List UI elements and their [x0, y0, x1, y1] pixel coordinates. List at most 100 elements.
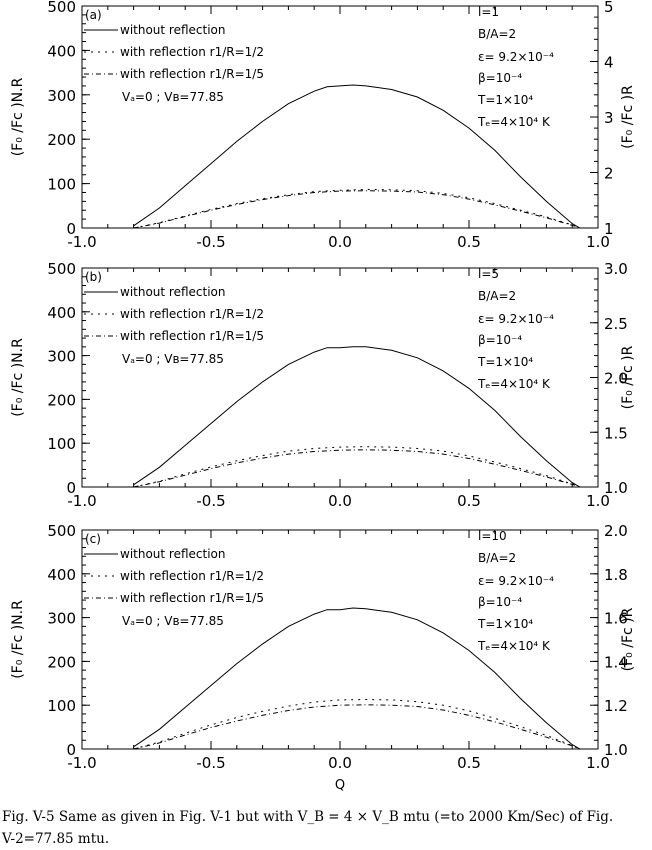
y-right-tick-label: 1.4	[604, 653, 628, 671]
y-left-tick-label: 300	[47, 610, 76, 628]
y-left-tick-label: 500	[47, 0, 76, 16]
panel-b: -1.0 -0.5 0.0 0.5 1.0 0 100 200 300 400 500 1.0 1.5 2…	[10, 260, 636, 510]
x-tick-label: -0.5	[196, 492, 225, 510]
parameter-label: β=10⁻⁴	[478, 595, 522, 609]
y-left-tick-label: 0	[66, 479, 76, 497]
y-right-tick-label: 5	[604, 0, 614, 16]
legend-label: with reflection r1/R=1/5	[120, 591, 264, 605]
series-line	[133, 449, 581, 488]
parameter-label: Tₑ=4×10⁴ K	[477, 115, 551, 129]
parameter-label: β=10⁻⁴	[478, 333, 522, 347]
parameter-label: B/A=2	[478, 289, 516, 303]
parameter-label: Tₑ=4×10⁴ K	[477, 377, 551, 391]
parameter-label: ε= 9.2×10⁻⁴	[478, 50, 554, 64]
caption-line-1: Fig. V-5 Same as given in Fig. V-1 but w…	[2, 809, 614, 825]
y-right-tick-label: 4	[604, 54, 614, 72]
y-right-tick-label: 3	[604, 109, 614, 127]
panel-label: (c)	[85, 532, 101, 546]
x-tick-label: 0.0	[328, 492, 352, 510]
series-line	[133, 704, 581, 750]
parameter-label: β=10⁻⁴	[478, 71, 522, 85]
x-tick-label: 1.0	[586, 492, 610, 510]
y-right-axis-label: (F₀ /Fᴄ )R	[620, 607, 636, 671]
panel-c: -1.0 -0.5 0.0 0.5 1.0 0 100 200 300 400 500 1.0 1.2 1…	[10, 522, 636, 793]
y-right-tick-label: 1	[604, 220, 614, 238]
y-left-tick-label: 500	[47, 522, 76, 540]
y-left-axis-label: (F₀ /Fᴄ )N.R	[10, 338, 26, 417]
parameter-label: B/A=2	[478, 551, 516, 565]
y-left-tick-label: 300	[47, 348, 76, 366]
y-left-tick-label: 400	[47, 566, 76, 584]
parameter-label: T=1×10⁴	[477, 93, 533, 107]
velocity-note: Vₐ=0 ; Vʙ=77.85	[122, 352, 224, 366]
y-right-tick-label: 3.0	[604, 260, 628, 278]
y-left-tick-label: 0	[66, 220, 76, 238]
panel-label: (b)	[85, 270, 102, 284]
series-line	[133, 188, 581, 229]
x-tick-label: 0.5	[457, 492, 481, 510]
velocity-note: Vₐ=0 ; Vʙ=77.85	[122, 614, 224, 628]
x-tick-label: 1.0	[586, 233, 610, 251]
y-right-tick-label: 1.5	[604, 424, 628, 442]
figure-chart: -1.0 -0.5 0.0 0.5 1.0 0 100 200 300 400 500 1 2 3 4 5 (F…	[10, 0, 636, 793]
y-right-axis-label: (F₀ /Fᴄ )R	[620, 85, 636, 149]
y-left-tick-label: 200	[47, 131, 76, 149]
legend-label: with reflection r1/R=1/2	[120, 307, 264, 321]
y-left-tick-label: 400	[47, 42, 76, 60]
x-tick-label: 0.0	[328, 754, 352, 772]
y-right-tick-label: 1.0	[604, 479, 628, 497]
y-left-tick-label: 400	[47, 304, 76, 322]
x-tick-label: 0.0	[328, 233, 352, 251]
parameter-label: T=1×10⁴	[477, 355, 533, 369]
y-left-tick-label: 300	[47, 87, 76, 105]
y-left-axis-label: (F₀ /Fᴄ )N.R	[10, 600, 26, 679]
legend-label: with reflection r1/R=1/5	[120, 67, 264, 81]
parameter-label: ε= 9.2×10⁻⁴	[478, 312, 554, 326]
y-right-tick-label: 1.6	[604, 610, 628, 628]
parameter-label: Tₑ=4×10⁴ K	[477, 639, 551, 653]
series-line	[133, 190, 581, 229]
series-line	[133, 698, 581, 750]
y-right-tick-label: 2	[604, 165, 614, 183]
y-left-tick-label: 100	[47, 697, 76, 715]
legend-label: without reflection	[120, 285, 226, 299]
series-line	[133, 84, 581, 229]
y-left-tick-label: 0	[66, 741, 76, 759]
y-left-axis-label: (F₀ /Fᴄ )N.R	[10, 77, 26, 156]
x-tick-label: 0.5	[457, 754, 481, 772]
parameter-label: l=1	[478, 5, 499, 19]
legend-label: without reflection	[120, 547, 226, 561]
parameter-label: T=1×10⁴	[477, 617, 533, 631]
y-right-tick-label: 2.5	[604, 315, 628, 333]
x-tick-label: -1.0	[67, 492, 96, 510]
x-tick-label: -0.5	[196, 233, 225, 251]
y-left-tick-label: 100	[47, 435, 76, 453]
x-tick-label: 0.5	[457, 233, 481, 251]
parameter-label: ε= 9.2×10⁻⁴	[478, 574, 554, 588]
x-tick-label: -1.0	[67, 233, 96, 251]
parameter-label: B/A=2	[478, 27, 516, 41]
series-line	[133, 346, 581, 488]
caption-line-2: V-2=77.85 mtu.	[2, 831, 110, 847]
y-right-tick-label: 1.0	[604, 741, 628, 759]
figure-caption: Fig. V-5 Same as given in Fig. V-1 but w…	[2, 806, 648, 850]
y-right-axis-label: (F₀ /Fᴄ )R	[620, 345, 636, 409]
y-right-tick-label: 1.2	[604, 697, 628, 715]
parameter-label: l=10	[478, 529, 507, 543]
velocity-note: Vₐ=0 ; Vʙ=77.85	[122, 90, 224, 104]
legend-label: with reflection r1/R=1/2	[120, 45, 264, 59]
series-line	[133, 607, 581, 750]
y-left-tick-label: 500	[47, 260, 76, 278]
legend-label: without reflection	[120, 23, 226, 37]
x-axis-label: Q	[335, 778, 345, 793]
y-right-tick-label: 2.0	[604, 522, 628, 540]
y-right-tick-label: 1.8	[604, 566, 628, 584]
parameter-label: l=5	[478, 267, 499, 281]
legend-label: with reflection r1/R=1/2	[120, 569, 264, 583]
x-tick-label: -0.5	[196, 754, 225, 772]
y-left-tick-label: 200	[47, 391, 76, 409]
series-line	[133, 446, 581, 488]
panel-label: (a)	[85, 8, 102, 22]
y-right-tick-label: 2.0	[604, 370, 628, 388]
panel-a: -1.0 -0.5 0.0 0.5 1.0 0 100 200 300 400 500 1 2 3 4 5 (F…	[10, 0, 636, 251]
